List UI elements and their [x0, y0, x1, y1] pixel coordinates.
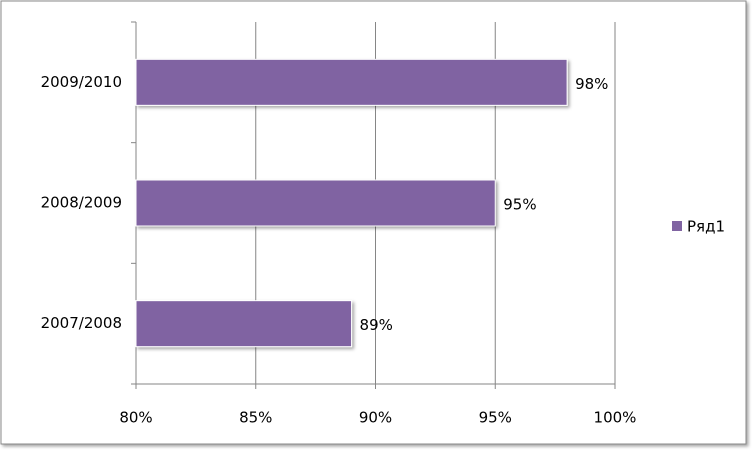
bar [135, 300, 353, 348]
value-label: 89% [360, 316, 393, 334]
x-tick-label: 85% [239, 409, 272, 427]
y-tick-label: 2008/2009 [41, 194, 122, 212]
bar [135, 179, 496, 227]
x-tick-label: 80% [119, 409, 152, 427]
y-tick-label: 2007/2008 [41, 314, 122, 332]
value-label: 95% [503, 196, 536, 214]
bar [135, 58, 568, 106]
legend-swatch [672, 221, 682, 231]
value-label: 98% [575, 75, 608, 93]
x-tick-label: 100% [594, 409, 637, 427]
x-tick-label: 90% [359, 409, 392, 427]
legend-label: Ряд1 [687, 218, 725, 236]
x-tick-label: 95% [479, 409, 512, 427]
y-tick-label: 2009/2010 [41, 73, 122, 91]
